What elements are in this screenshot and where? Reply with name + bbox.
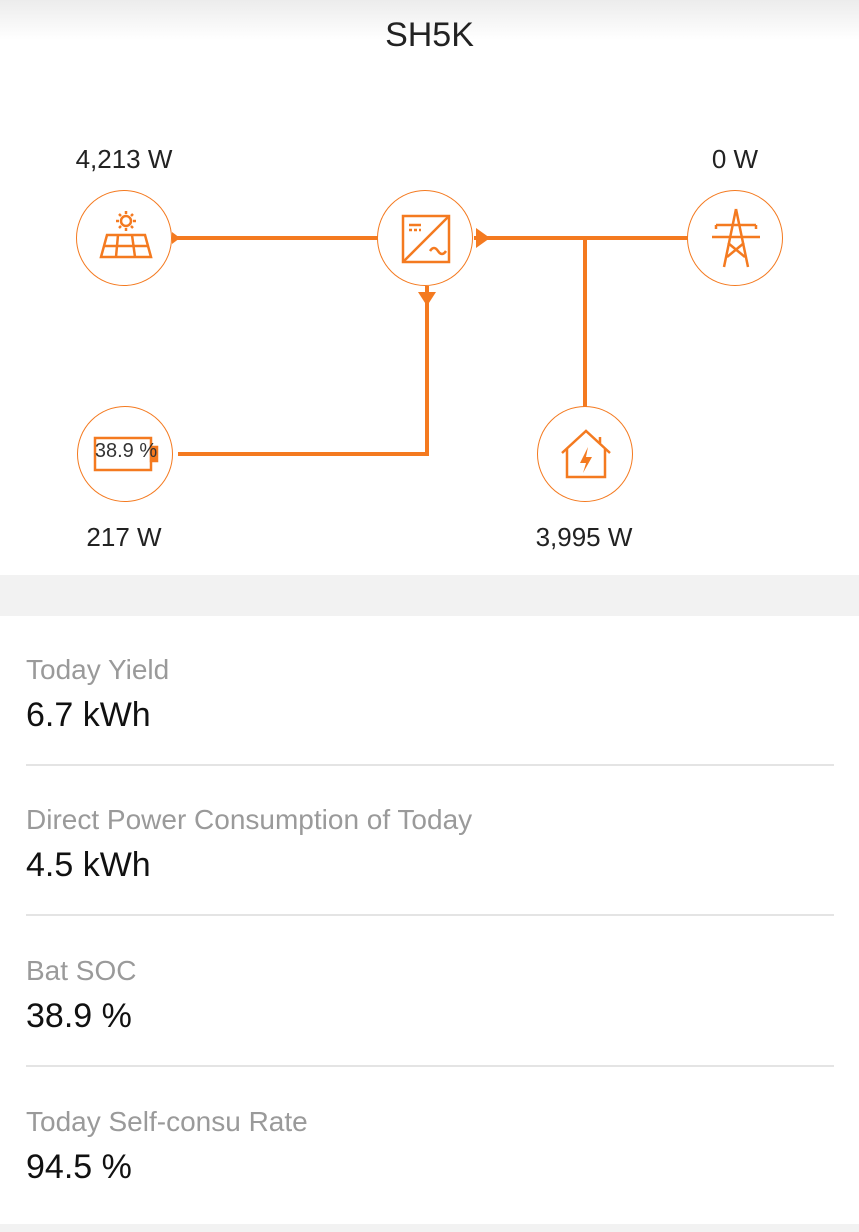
lightning-icon xyxy=(580,447,592,473)
pv-power-value: 4,213 W xyxy=(75,144,173,174)
inverter-node[interactable] xyxy=(377,190,473,286)
battery-arrow-icon xyxy=(418,292,436,306)
pv-arrow-icon xyxy=(172,232,180,244)
battery-power-value: 217 W xyxy=(86,522,162,552)
bottom-band xyxy=(0,1224,859,1232)
house-icon xyxy=(561,429,611,479)
pv-node[interactable] xyxy=(76,190,172,286)
divider xyxy=(26,764,834,766)
section-separator xyxy=(0,575,859,616)
battery-node[interactable]: 38.9 % xyxy=(77,406,173,502)
stat-value: 6.7 kWh xyxy=(26,696,151,734)
divider xyxy=(26,1065,834,1067)
stat-value: 94.5 % xyxy=(26,1148,132,1186)
stat-self-consumption-rate: Today Self-consu Rate 94.5 % xyxy=(26,1068,834,1218)
solar-panel-icon xyxy=(99,211,153,259)
stat-label: Today Self-consu Rate xyxy=(26,1106,308,1137)
stat-bat-soc: Bat SOC 38.9 % xyxy=(26,917,834,1067)
battery-soc-label: 38.9 % xyxy=(94,440,158,462)
grid-node[interactable] xyxy=(687,190,783,286)
stat-value: 38.9 % xyxy=(26,997,132,1035)
page-title: SH5K xyxy=(385,16,474,54)
stat-value: 4.5 kWh xyxy=(26,846,151,884)
power-tower-icon xyxy=(712,208,760,268)
load-power-value: 3,995 W xyxy=(535,522,633,552)
grid-power-value: 0 W xyxy=(711,144,759,174)
load-node[interactable] xyxy=(537,406,633,502)
stat-label: Direct Power Consumption of Today xyxy=(26,804,473,835)
grid-arrow-icon xyxy=(476,228,490,248)
flow-lines xyxy=(172,228,690,456)
battery-flow-line xyxy=(178,286,429,456)
divider xyxy=(26,914,834,916)
header-bar: SH5K xyxy=(0,0,859,72)
stat-label: Today Yield xyxy=(26,654,170,685)
stat-label: Bat SOC xyxy=(26,955,137,986)
battery-icon xyxy=(93,436,159,472)
energy-flow-diagram: 38.9 % 4,213 W 0 W 217 W 3,995 W xyxy=(0,72,859,575)
stat-direct-consumption: Direct Power Consumption of Today 4.5 kW… xyxy=(26,766,834,916)
stat-today-yield: Today Yield 6.7 kWh xyxy=(26,616,834,766)
inverter-icon xyxy=(401,214,451,264)
